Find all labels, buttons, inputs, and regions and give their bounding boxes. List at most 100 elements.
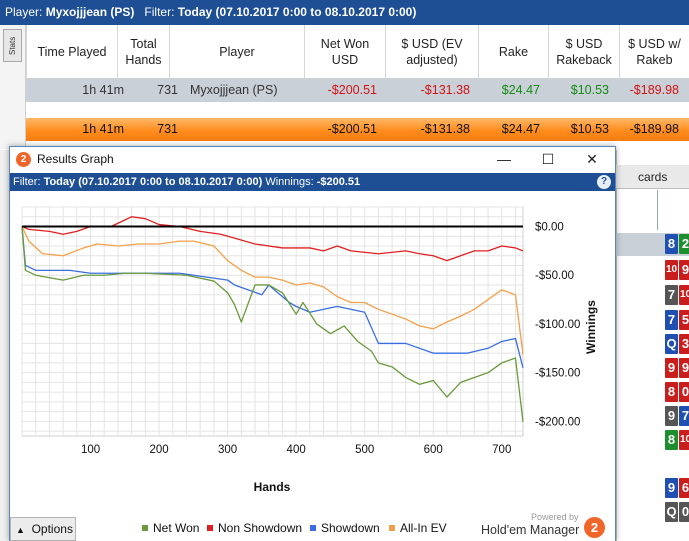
y-tick-label: -$50.00 <box>535 270 574 282</box>
x-tick-label: 400 <box>287 444 306 456</box>
powered-by-text: Powered by <box>531 512 579 522</box>
graph-filter-label: Filter: <box>13 176 41 188</box>
x-tick-label: 700 <box>492 444 511 456</box>
graph-filter-value: Today (07.10.2017 0:00 to 08.10.2017 0:0… <box>43 176 263 188</box>
column-divider <box>657 190 658 230</box>
stats-header <box>26 25 689 79</box>
col-net-won[interactable]: Net Won USD <box>304 25 385 79</box>
x-tick-label: 500 <box>355 444 374 456</box>
winnings-label: Winnings: <box>265 176 314 188</box>
help-icon[interactable]: ? <box>597 175 611 189</box>
total-ev: -$131.38 <box>420 122 470 136</box>
x-tick-label: 200 <box>149 444 168 456</box>
left-strip <box>0 150 10 541</box>
legend-all-in-ev[interactable]: All-In EV <box>389 521 447 535</box>
hole-card: 8 <box>665 382 678 402</box>
hm-logo-icon: 2 <box>16 152 31 167</box>
legend-label-non-showdown: Non Showdown <box>218 521 303 535</box>
legend-swatch-showdown <box>310 524 316 531</box>
table-row[interactable]: 1h 41m 731 Myxojjjean (PS) -$200.51 -$13… <box>26 79 689 102</box>
y-tick-label: -$200.00 <box>535 416 580 428</box>
total-rake: $24.47 <box>501 122 540 136</box>
series-line-all-in-ev <box>21 226 524 355</box>
minimize-icon[interactable]: — <box>497 151 511 167</box>
col-total-hands[interactable]: Total Hands <box>117 25 169 79</box>
hm-logo-icon-large: 2 <box>584 517 605 538</box>
hole-card: 10 <box>665 260 678 280</box>
cell-player: Myxojjjean (PS) <box>190 83 278 97</box>
hole-card: 9 <box>665 478 678 498</box>
col-rakeback[interactable]: $ USD Rakeback <box>548 25 619 79</box>
winnings-value: -$200.51 <box>316 176 361 188</box>
hole-card: 2 <box>679 234 689 254</box>
cell-time: 1h 41m <box>82 83 124 97</box>
hole-card: 0 <box>679 502 689 522</box>
y-tick-label: -$100.00 <box>535 319 580 331</box>
total-hands: 731 <box>157 122 178 136</box>
hole-card: Q <box>665 502 678 522</box>
hole-card: 3 <box>679 334 689 354</box>
x-tick-label: 600 <box>424 444 443 456</box>
hole-card: 8 <box>665 234 678 254</box>
options-label: Options <box>31 522 73 536</box>
hole-card: 10 <box>679 285 689 305</box>
total-row: 1h 41m 731 -$200.51 -$131.38 $24.47 $10.… <box>26 118 689 141</box>
y-axis-label: Winnings <box>584 300 598 354</box>
maximize-icon[interactable]: ☐ <box>541 151 555 167</box>
legend-non-showdown[interactable]: Non Showdown <box>207 521 302 535</box>
hole-card: 6 <box>679 478 689 498</box>
stats-filter-bar: Player: Myxojjjean (PS) Filter: Today (0… <box>0 0 689 25</box>
hole-card: 9 <box>665 358 678 378</box>
hole-card: 9 <box>679 358 689 378</box>
hole-card: 8 <box>665 430 678 450</box>
tab-cards[interactable]: cards <box>616 165 689 189</box>
y-tick-label: -$150.00 <box>535 368 580 380</box>
cell-ev: -$131.38 <box>420 83 470 97</box>
filter-label: Filter: <box>144 5 175 19</box>
cell-rake: $24.47 <box>501 83 540 97</box>
chevron-up-icon: ▲ <box>16 525 25 535</box>
total-rakeback: $10.53 <box>570 122 609 136</box>
results-graph-window: 2 Results Graph — ☐ ✕ Filter: Today (07.… <box>9 146 616 541</box>
hole-card: 7 <box>665 285 678 305</box>
y-tick-label: $0.00 <box>535 221 564 233</box>
row-gap <box>26 102 689 118</box>
hole-card: 10 <box>679 430 689 450</box>
legend-net-won[interactable]: Net Won <box>142 521 199 535</box>
legend-showdown[interactable]: Showdown <box>310 521 380 535</box>
hole-card: 7 <box>665 310 678 330</box>
options-button[interactable]: ▲ Options <box>10 517 76 541</box>
legend-label-net-won: Net Won <box>153 521 200 535</box>
tab-cards-label: cards <box>638 170 668 184</box>
player-value: Myxojjjean (PS) <box>45 5 135 19</box>
total-with-rakeback: -$189.98 <box>629 122 679 136</box>
series-line-showdown <box>21 226 524 368</box>
x-tick-label: 300 <box>218 444 237 456</box>
window-title: Results Graph <box>37 152 114 166</box>
hole-card: 0 <box>679 382 689 402</box>
cell-with-rakeback: -$189.98 <box>629 83 679 97</box>
cell-net-won: -$200.51 <box>327 83 377 97</box>
close-icon[interactable]: ✕ <box>586 151 598 167</box>
cell-rakeback: $10.53 <box>570 83 609 97</box>
filter-value: Today (07.10.2017 0:00 to 08.10.2017 0:0… <box>177 5 417 19</box>
player-label: Player: <box>5 5 43 19</box>
brand-name: Hold'em Manager <box>481 523 580 537</box>
graph-filter-bar: Filter: Today (07.10.2017 0:00 to 08.10.… <box>10 173 615 191</box>
results-chart: $0.00 -$50.00 -$100.00 -$150.00 -$200.00 100… <box>21 206 598 494</box>
legend-swatch-net-won <box>142 524 148 531</box>
x-tick-label: 100 <box>81 444 100 456</box>
col-time-played[interactable]: Time Played <box>26 25 117 79</box>
col-ev-adjusted[interactable]: $ USD (EV adjusted) <box>385 25 478 79</box>
col-rake[interactable]: Rake <box>478 25 548 79</box>
hole-card: 9 <box>679 260 689 280</box>
stats-tab[interactable]: Stats <box>3 29 22 62</box>
window-titlebar[interactable]: 2 Results Graph — ☐ ✕ <box>10 147 615 172</box>
plot-area <box>21 206 524 437</box>
cell-hands: 731 <box>157 83 178 97</box>
hole-card: 5 <box>679 310 689 330</box>
col-player[interactable]: Player <box>169 25 304 79</box>
series-line-net-won <box>21 226 524 422</box>
legend-swatch-non-showdown <box>207 524 213 531</box>
col-with-rakeback[interactable]: $ USD w/ Rakeb <box>619 25 689 79</box>
